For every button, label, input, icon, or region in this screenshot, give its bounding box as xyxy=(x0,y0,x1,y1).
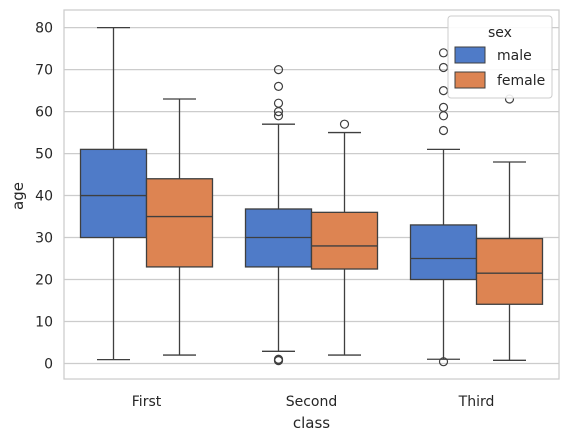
y-tick-label: 60 xyxy=(35,105,53,121)
legend-swatch xyxy=(454,71,486,89)
y-tick-labels: 0 10 20 30 40 50 60 70 80 xyxy=(35,21,53,373)
outlier-point xyxy=(273,111,284,121)
plot-frame xyxy=(63,9,560,380)
box xyxy=(409,224,478,281)
outlier-point xyxy=(438,102,449,112)
y-tick-label: 0 xyxy=(44,356,53,372)
y-tick-label: 40 xyxy=(35,189,53,205)
x-axis-title: class xyxy=(293,414,330,432)
box xyxy=(79,148,148,239)
y-tick-label: 50 xyxy=(35,147,53,163)
outlier-point xyxy=(273,81,284,92)
outlier-point xyxy=(273,354,284,364)
box xyxy=(475,237,544,305)
outlier-point xyxy=(438,357,449,367)
x-tick-labels: First Second Third xyxy=(132,394,495,410)
legend: sex male female xyxy=(447,15,553,99)
x-tick-label: Second xyxy=(286,394,338,410)
y-tick-label: 20 xyxy=(35,273,53,289)
y-tick-label: 30 xyxy=(35,231,53,247)
y-tick-label: 80 xyxy=(35,21,53,37)
legend-label: male xyxy=(497,48,532,64)
box xyxy=(145,178,214,268)
y-tick-label: 70 xyxy=(35,63,53,79)
boxes xyxy=(79,26,544,367)
y-tick-label: 10 xyxy=(35,314,53,330)
legend-swatch xyxy=(454,46,486,64)
y-axis-title: age xyxy=(9,182,27,210)
box xyxy=(310,211,379,270)
legend-title: sex xyxy=(488,25,512,41)
outlier-point xyxy=(339,119,350,129)
outlier-point xyxy=(438,125,449,136)
outlier-point xyxy=(273,65,284,75)
outlier-point xyxy=(273,98,284,108)
x-tick-label: Third xyxy=(458,394,495,410)
x-tick-label: First xyxy=(132,394,162,410)
legend-label: female xyxy=(497,73,545,89)
